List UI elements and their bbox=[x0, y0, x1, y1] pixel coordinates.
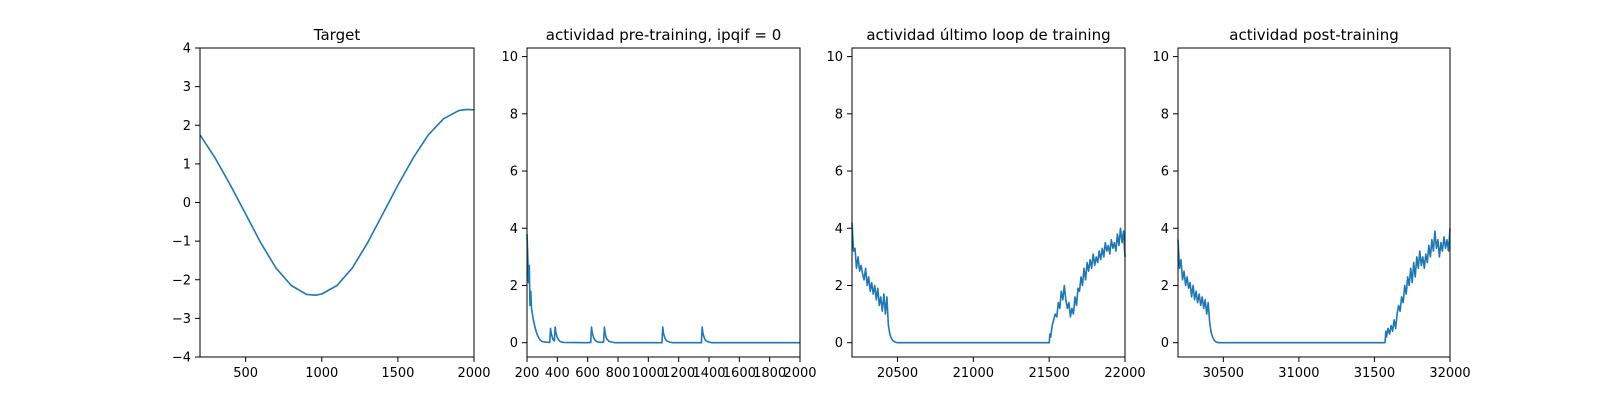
chart-panel-4: 30500 31000 31500 32000 0 2 4 6 8 10 actividad pos… bbox=[1152, 26, 1470, 381]
y-tick-label: 4 bbox=[183, 42, 191, 57]
y-tick-label: −3 bbox=[172, 312, 191, 327]
y-tick-label: 2 bbox=[835, 279, 843, 294]
y-tick-label: 2 bbox=[510, 279, 518, 294]
x-tick-label: 31000 bbox=[1278, 366, 1319, 381]
axes-frame bbox=[1177, 47, 1451, 358]
x-tick-label: 1400 bbox=[692, 366, 725, 381]
y-tick-label: −1 bbox=[172, 235, 191, 250]
x-tick-label: 500 bbox=[233, 366, 258, 381]
y-tick-label: 4 bbox=[835, 222, 843, 237]
series-line-1 bbox=[851, 222, 1126, 344]
y-tick-label: 0 bbox=[510, 336, 518, 351]
axes-frame bbox=[199, 47, 475, 358]
y-tick-label: 0 bbox=[1161, 336, 1169, 351]
axes-frame bbox=[851, 47, 1126, 358]
y-tick-label: 6 bbox=[835, 165, 843, 180]
y-tick-label: 2 bbox=[1161, 279, 1169, 294]
series-line-1 bbox=[1177, 228, 1451, 344]
y-tick-label: 8 bbox=[835, 107, 843, 122]
series-line-1 bbox=[526, 233, 800, 344]
chart-title: actividad post-training bbox=[1229, 26, 1398, 44]
y-tick-label: 4 bbox=[510, 222, 518, 237]
chart-title: actividad pre-training, ipqif = 0 bbox=[546, 26, 782, 44]
x-tick-label: 400 bbox=[545, 366, 570, 381]
chart-panel-1: 500 1000 1500 2000 −4 −3 −2 −1 0 1 2 3 4 Target bbox=[172, 26, 491, 381]
x-tick-label: 30500 bbox=[1203, 366, 1244, 381]
x-tick-label: 600 bbox=[575, 366, 600, 381]
x-tick-label: 31500 bbox=[1354, 366, 1395, 381]
y-tick-label: −4 bbox=[172, 351, 191, 366]
x-tick-label: 1600 bbox=[723, 366, 756, 381]
x-tick-label: 21500 bbox=[1028, 366, 1069, 381]
y-tick-label: 10 bbox=[1152, 50, 1169, 65]
y-tick-label: 8 bbox=[1161, 107, 1169, 122]
x-tick-label: 2000 bbox=[457, 366, 490, 381]
chart-title: actividad último loop de training bbox=[866, 26, 1110, 44]
y-tick-label: 3 bbox=[183, 80, 191, 95]
y-tick-label: 6 bbox=[1161, 165, 1169, 180]
y-tick-label: −2 bbox=[172, 273, 191, 288]
y-tick-label: 0 bbox=[183, 196, 191, 211]
y-tick-label: 10 bbox=[826, 50, 843, 65]
series-line-1 bbox=[199, 108, 475, 296]
x-tick-label: 1000 bbox=[632, 366, 665, 381]
y-tick-label: 2 bbox=[183, 119, 191, 134]
y-tick-label: 8 bbox=[510, 107, 518, 122]
axes-frame bbox=[526, 47, 801, 358]
y-tick-label: 0 bbox=[835, 336, 843, 351]
x-tick-label: 22000 bbox=[1104, 366, 1145, 381]
x-tick-label: 2000 bbox=[783, 366, 816, 381]
x-tick-label: 20500 bbox=[877, 366, 918, 381]
y-tick-label: 4 bbox=[1161, 222, 1169, 237]
x-tick-label: 1500 bbox=[381, 366, 414, 381]
y-tick-label: 6 bbox=[510, 165, 518, 180]
chart-panel-3: 20500 21000 21500 22000 0 2 4 6 8 10 actividad últ… bbox=[826, 26, 1145, 381]
x-tick-label: 32000 bbox=[1429, 366, 1470, 381]
x-tick-label: 1000 bbox=[305, 366, 338, 381]
x-tick-label: 21000 bbox=[953, 366, 994, 381]
x-tick-label: 800 bbox=[606, 366, 631, 381]
x-tick-label: 1200 bbox=[662, 366, 695, 381]
chart-title: Target bbox=[313, 26, 361, 44]
x-tick-label: 200 bbox=[515, 366, 540, 381]
y-tick-label: 1 bbox=[183, 157, 191, 172]
y-tick-label: 10 bbox=[501, 50, 518, 65]
x-tick-label: 1800 bbox=[753, 366, 786, 381]
